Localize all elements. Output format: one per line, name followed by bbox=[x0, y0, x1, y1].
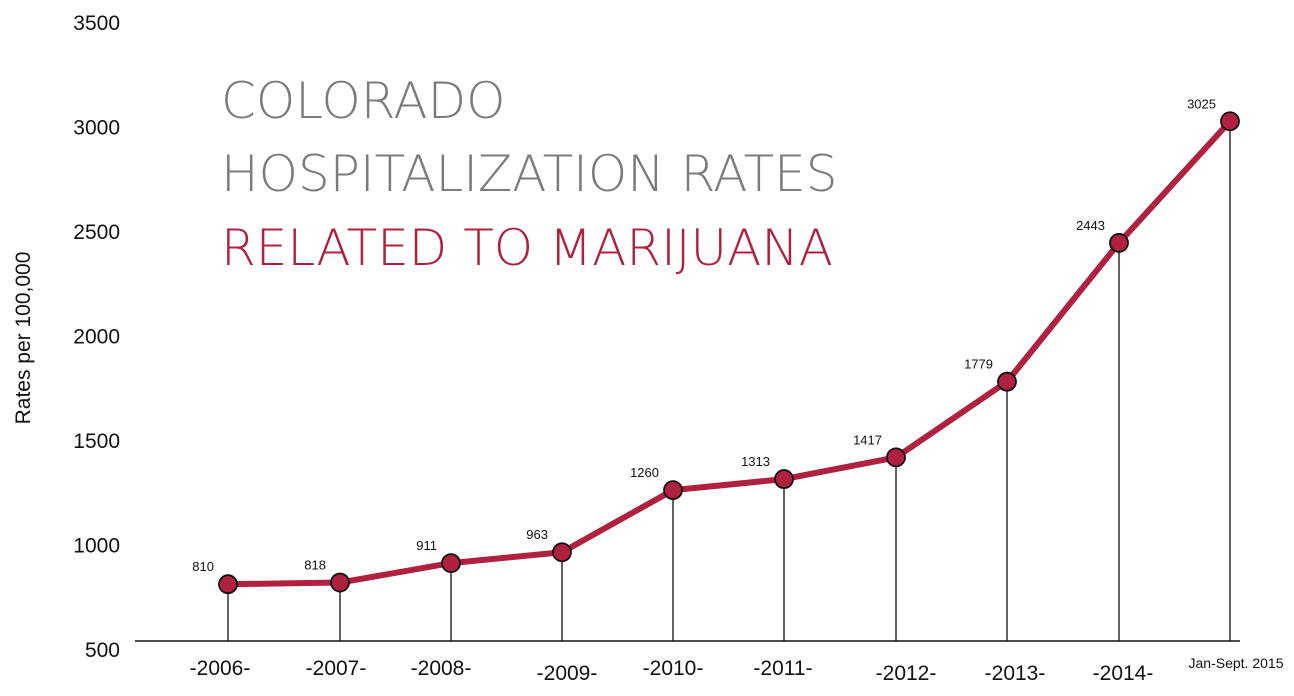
y-tick-label: 2500 bbox=[73, 221, 120, 244]
x-tick-label: -2012- bbox=[876, 662, 937, 685]
data-label: 911 bbox=[416, 538, 437, 553]
y-axis-label: Rates per 100,000 bbox=[12, 252, 35, 425]
data-label: 1779 bbox=[964, 357, 993, 372]
y-tick-label: 2000 bbox=[73, 326, 120, 349]
drop-lines bbox=[227, 121, 1231, 641]
data-label: 818 bbox=[304, 558, 326, 573]
x-tick-label: -2011- bbox=[753, 657, 812, 680]
x-tick-label: -2008- bbox=[411, 657, 472, 680]
x-tick-label: -2006- bbox=[190, 657, 251, 680]
data-label: 1417 bbox=[853, 432, 882, 447]
x-axis: -2006- -2007- -2008- -2009- -2010- -2011- -201… bbox=[190, 655, 1284, 685]
x-tick-label: Jan-Sept. 2015 bbox=[1189, 655, 1284, 671]
data-label: 810 bbox=[192, 559, 214, 574]
data-labels: 810 818 911 963 1260 1313 1417 1779 2443 3025 bbox=[192, 96, 1216, 574]
chart-title: COLORADO HOSPITALIZATION RATES RELATED T… bbox=[221, 72, 837, 277]
x-tick-label: -2010- bbox=[643, 657, 704, 680]
y-tick-label: 1000 bbox=[73, 535, 120, 558]
y-axis: 500 1000 1500 2000 2500 3000 3500 bbox=[73, 12, 120, 662]
data-point bbox=[441, 553, 461, 574]
data-label: 1313 bbox=[741, 454, 770, 469]
data-point bbox=[997, 371, 1017, 392]
x-tick-label: -2009- bbox=[537, 662, 598, 685]
data-label: 2443 bbox=[1076, 218, 1105, 233]
data-label: 1260 bbox=[630, 465, 659, 480]
data-point bbox=[886, 447, 906, 468]
data-label: 963 bbox=[526, 527, 548, 542]
x-tick-label: -2014- bbox=[1093, 662, 1154, 685]
data-point bbox=[218, 574, 238, 595]
title-line-3: RELATED TO MARIJUANA bbox=[221, 219, 833, 277]
series-line bbox=[225, 118, 1233, 588]
y-tick-label: 500 bbox=[85, 639, 120, 662]
data-point bbox=[330, 572, 350, 593]
data-label: 3025 bbox=[1187, 96, 1216, 111]
x-tick-label: -2013- bbox=[985, 662, 1046, 685]
series bbox=[225, 118, 1233, 588]
y-tick-label: 3000 bbox=[73, 117, 120, 140]
data-point bbox=[1109, 233, 1129, 253]
title-line-1: COLORADO bbox=[221, 72, 505, 130]
data-point bbox=[552, 542, 572, 563]
data-points bbox=[218, 111, 1240, 595]
y-tick-label: 1500 bbox=[73, 430, 120, 453]
data-point bbox=[1220, 111, 1240, 132]
x-tick-label: -2007- bbox=[306, 657, 367, 680]
title-line-2: HOSPITALIZATION RATES bbox=[221, 145, 837, 203]
y-tick-label: 3500 bbox=[73, 12, 120, 35]
data-point bbox=[774, 469, 794, 489]
data-point bbox=[663, 480, 683, 501]
